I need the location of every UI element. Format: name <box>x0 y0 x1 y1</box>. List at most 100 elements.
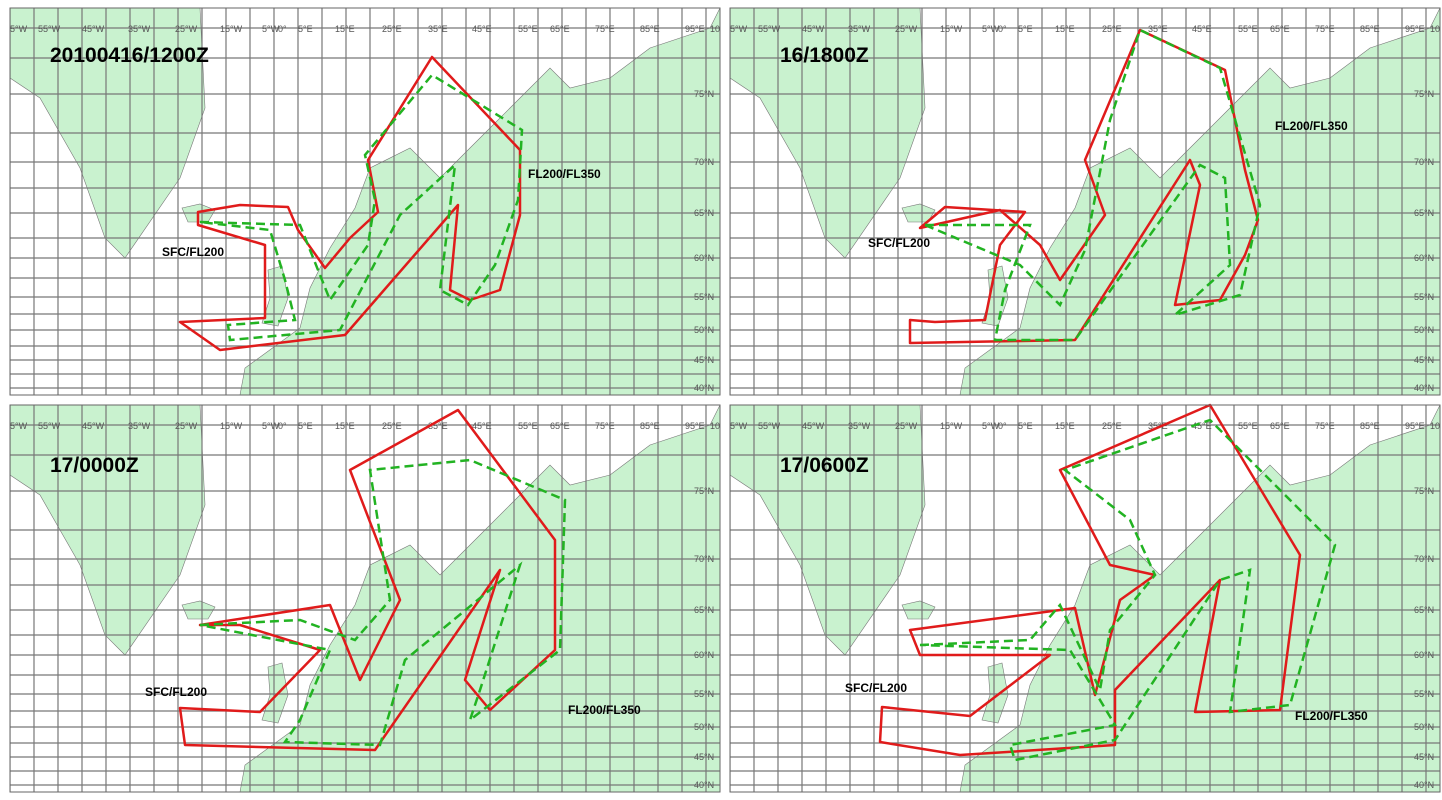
lat-label: 65°N <box>694 605 714 615</box>
lon-label: 55°E <box>1238 24 1258 34</box>
panel-border <box>9 404 721 793</box>
panel-border <box>729 404 1441 793</box>
lon-label: 45°W <box>802 24 825 34</box>
lat-label: 75°N <box>694 486 714 496</box>
lat-label: 50°N <box>1414 325 1434 335</box>
lon-label: 35°E <box>1148 421 1168 431</box>
lon-label: 15°E <box>1055 421 1075 431</box>
lon-label: 55°W <box>38 421 61 431</box>
level-label: FL200/FL350 <box>568 703 641 717</box>
lon-label: 15°W <box>220 24 243 34</box>
lon-label: 35°W <box>128 421 151 431</box>
lon-label: 95°E <box>685 24 705 34</box>
lon-label: 25°W <box>175 24 198 34</box>
panel-title: 17/0000Z <box>50 454 139 477</box>
lat-label: 60°N <box>1414 253 1434 263</box>
lon-label: 75°E <box>595 24 615 34</box>
lon-label: 55°E <box>518 421 538 431</box>
lon-label: 55°W <box>38 24 61 34</box>
lon-label: 25°E <box>1102 24 1122 34</box>
lon-label: 65°E <box>1270 421 1290 431</box>
lon-label: 45°W <box>82 24 105 34</box>
lon-label: 5°E <box>298 24 313 34</box>
lat-label: 70°N <box>1414 554 1434 564</box>
level-label: FL200/FL350 <box>528 167 601 181</box>
panel-border <box>9 7 721 396</box>
graticule <box>10 8 720 395</box>
lon-label: 5°W <box>982 24 1000 34</box>
lon-label: 95°E <box>685 421 705 431</box>
level-label: FL200/FL350 <box>1295 709 1368 723</box>
lat-label: 60°N <box>1414 650 1434 660</box>
lon-label: 0° <box>998 24 1007 34</box>
lon-label: 45°E <box>1192 24 1212 34</box>
lon-label: 15°W <box>940 421 963 431</box>
lon-label: 35°E <box>428 421 448 431</box>
ash-area-red <box>178 55 522 352</box>
lon-label: 35°W <box>128 24 151 34</box>
lon-label: 105°E <box>1430 24 1442 34</box>
lat-label: 65°N <box>694 208 714 218</box>
landmass <box>261 662 289 724</box>
level-label: SFC/FL200 <box>868 236 930 250</box>
lon-label: 25°W <box>895 24 918 34</box>
lon-label: 85°E <box>1360 24 1380 34</box>
landmass <box>981 662 1009 724</box>
map-panel: 65°W 55°W 45°W 35°W 25°W 15°W 5°W0° 5°E 15°E 25°E… <box>10 8 720 395</box>
lon-label: 25°W <box>175 421 198 431</box>
lat-label: 55°N <box>1414 689 1434 699</box>
lat-label: 50°N <box>694 722 714 732</box>
map-panel: 65°W 55°W 45°W 35°W 25°W 15°W 5°W0° 5°E 15°E 25°E… <box>730 8 1442 395</box>
landmass <box>959 405 1440 792</box>
lon-label: 75°E <box>595 421 615 431</box>
lat-label: 45°N <box>1414 752 1434 762</box>
landmass <box>239 8 720 395</box>
lon-label: 25°E <box>382 24 402 34</box>
ash-area-red <box>878 403 1302 757</box>
graticule <box>730 8 1440 395</box>
lat-label: 45°N <box>694 355 714 365</box>
lon-label: 15°E <box>335 421 355 431</box>
lat-label: 75°N <box>1414 89 1434 99</box>
lon-label: 105°E <box>1430 421 1442 431</box>
lon-label: 55°E <box>518 24 538 34</box>
lon-label: 45°E <box>1192 421 1212 431</box>
ash-area-red <box>178 408 557 752</box>
lon-label: 35°E <box>428 24 448 34</box>
graticule <box>730 405 1440 792</box>
level-label: FL200/FL350 <box>1275 119 1348 133</box>
map-panel: 65°W 55°W 45°W 35°W 25°W 15°W 5°W0° 5°E 15°E 25°E… <box>730 405 1442 792</box>
ash-area-green <box>924 28 1262 342</box>
lat-label: 50°N <box>1414 722 1434 732</box>
lat-label: 50°N <box>694 325 714 335</box>
lat-label: 65°N <box>1414 208 1434 218</box>
lon-label: 5°E <box>1018 421 1033 431</box>
level-label: SFC/FL200 <box>145 685 207 699</box>
lat-label: 70°N <box>694 157 714 167</box>
lon-label: 15°E <box>335 24 355 34</box>
lat-label: 55°N <box>1414 292 1434 302</box>
lon-label: 95°E <box>1405 24 1425 34</box>
lat-label: 55°N <box>694 292 714 302</box>
level-label: SFC/FL200 <box>845 681 907 695</box>
lon-label: 25°E <box>1102 421 1122 431</box>
lat-label: 40°N <box>694 780 714 790</box>
panel-border <box>729 7 1441 396</box>
lon-label: 65°E <box>550 24 570 34</box>
lon-label: 25°E <box>382 421 402 431</box>
lon-label: 0° <box>278 421 287 431</box>
level-label: SFC/FL200 <box>162 245 224 259</box>
lat-label: 60°N <box>694 253 714 263</box>
lon-label: 25°W <box>895 421 918 431</box>
lon-label: 45°E <box>472 421 492 431</box>
lat-label: 40°N <box>694 383 714 393</box>
lat-label: 70°N <box>694 554 714 564</box>
lon-label: 45°W <box>802 421 825 431</box>
lon-label: 15°W <box>220 421 243 431</box>
lon-label: 55°W <box>758 24 781 34</box>
lon-label: 45°E <box>472 24 492 34</box>
lon-label: 5°W <box>262 24 280 34</box>
landmass <box>959 8 1440 395</box>
panel-title: 16/1800Z <box>780 44 869 67</box>
